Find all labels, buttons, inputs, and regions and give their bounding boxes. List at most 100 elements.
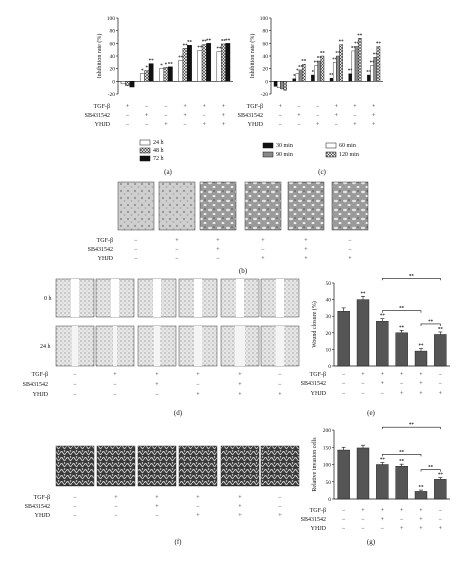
bar: [129, 81, 135, 88]
treatment-row-label: SB431542: [25, 504, 50, 510]
condition-mark: +: [419, 381, 423, 387]
bar: [336, 55, 340, 82]
treatment-row-label: YHJD: [248, 122, 264, 128]
bar: [414, 491, 428, 500]
bar: [159, 68, 164, 82]
cell-morphology-image: [331, 181, 369, 231]
condition-mark: −: [361, 526, 365, 532]
y-tick-label: 100: [260, 16, 269, 22]
condition-mark: +: [372, 113, 376, 119]
time-label-24h: 24 h: [40, 344, 51, 350]
invasion-image: [178, 445, 218, 487]
y-tick-label: 0: [112, 79, 115, 85]
legend-label: 72 h: [153, 156, 164, 162]
condition-mark: −: [348, 247, 352, 253]
condition-mark: −: [353, 113, 357, 119]
condition-mark: +: [238, 504, 242, 510]
condition-mark: +: [261, 238, 265, 244]
condition-mark: +: [238, 392, 242, 398]
condition-mark: +: [222, 113, 226, 119]
significance-mark: **: [438, 473, 444, 478]
condition-mark: +: [114, 495, 118, 501]
condition-mark: +: [238, 372, 242, 378]
bar: [225, 43, 231, 82]
treatment-row-label: TGF-β: [310, 372, 326, 378]
bar: [182, 48, 188, 82]
condition-mark: +: [400, 372, 404, 378]
bar: [356, 447, 370, 500]
wound-gap-0h: [194, 279, 202, 317]
bar: [370, 65, 374, 82]
condition-mark: +: [439, 526, 443, 532]
bar: [376, 46, 381, 82]
comparison-bracket: [420, 469, 441, 472]
bar: [167, 66, 173, 82]
condition-mark: +: [196, 392, 200, 398]
condition-mark: −: [73, 392, 77, 398]
condition-mark: −: [342, 391, 346, 397]
condition-mark: −: [361, 517, 365, 523]
bar: [373, 57, 378, 82]
y-tick-label: 40: [110, 54, 116, 60]
y-tick-label: 60: [110, 41, 116, 47]
bar: [357, 38, 362, 82]
condition-mark: −: [196, 504, 200, 510]
condition-mark: −: [73, 495, 77, 501]
treatment-row-label: YHJD: [35, 513, 51, 519]
bar: [354, 46, 359, 82]
y-tick-label: 20: [110, 67, 116, 73]
y-tick-label: 10: [326, 347, 332, 353]
condition-mark: +: [203, 104, 207, 110]
significance-mark: **: [178, 56, 184, 61]
condition-mark: +: [222, 104, 226, 110]
legend-swatch: [139, 139, 151, 146]
bar: [283, 81, 287, 91]
y-tick-label: 0: [328, 497, 331, 503]
condition-mark: −: [342, 508, 346, 514]
condition-mark: −: [134, 238, 138, 244]
condition-mark: +: [372, 122, 376, 128]
comparison-bracket: [382, 454, 422, 457]
y-tick-label: 30: [326, 314, 332, 320]
treatment-row-label: TGF-β: [94, 104, 110, 110]
caption-c: (c): [318, 168, 326, 176]
condition-mark: −: [342, 517, 346, 523]
condition-mark: −: [114, 504, 118, 510]
condition-mark: −: [400, 517, 404, 523]
condition-mark: −: [381, 391, 385, 397]
significance-mark: **: [399, 326, 405, 331]
condition-mark: −: [439, 372, 443, 378]
significance-mark: **: [187, 41, 193, 46]
condition-mark: +: [419, 508, 423, 514]
condition-mark: −: [73, 504, 77, 510]
significance-mark: **: [329, 74, 335, 79]
condition-mark: −: [400, 381, 404, 387]
y-tick-label: 150: [323, 445, 332, 451]
significance-mark: **: [373, 53, 379, 58]
condition-mark: −: [342, 381, 346, 387]
significance-mark: *: [160, 64, 163, 69]
condition-mark: −: [164, 113, 168, 119]
condition-mark: +: [196, 513, 200, 519]
cell-morphology-image: [244, 181, 282, 231]
condition-mark: +: [126, 104, 130, 110]
condition-mark: −: [145, 104, 149, 110]
treatment-row-label: SB431542: [301, 517, 326, 523]
invasion-image: [260, 445, 300, 487]
condition-mark: +: [222, 122, 226, 128]
bracket-label: **: [428, 466, 434, 471]
invasion-image: [137, 445, 177, 487]
caption-b: (b): [239, 267, 248, 275]
significance-mark: **: [376, 42, 382, 47]
condition-mark: −: [73, 513, 77, 519]
significance-mark: **: [301, 60, 307, 65]
condition-mark: −: [439, 381, 443, 387]
condition-mark: +: [279, 104, 283, 110]
legend-swatch: [262, 151, 274, 158]
cell-morphology-image: [117, 181, 155, 231]
significance-mark: *: [146, 66, 149, 71]
condition-mark: +: [164, 122, 168, 128]
y-axis-label: Wound closure (%): [311, 301, 318, 348]
